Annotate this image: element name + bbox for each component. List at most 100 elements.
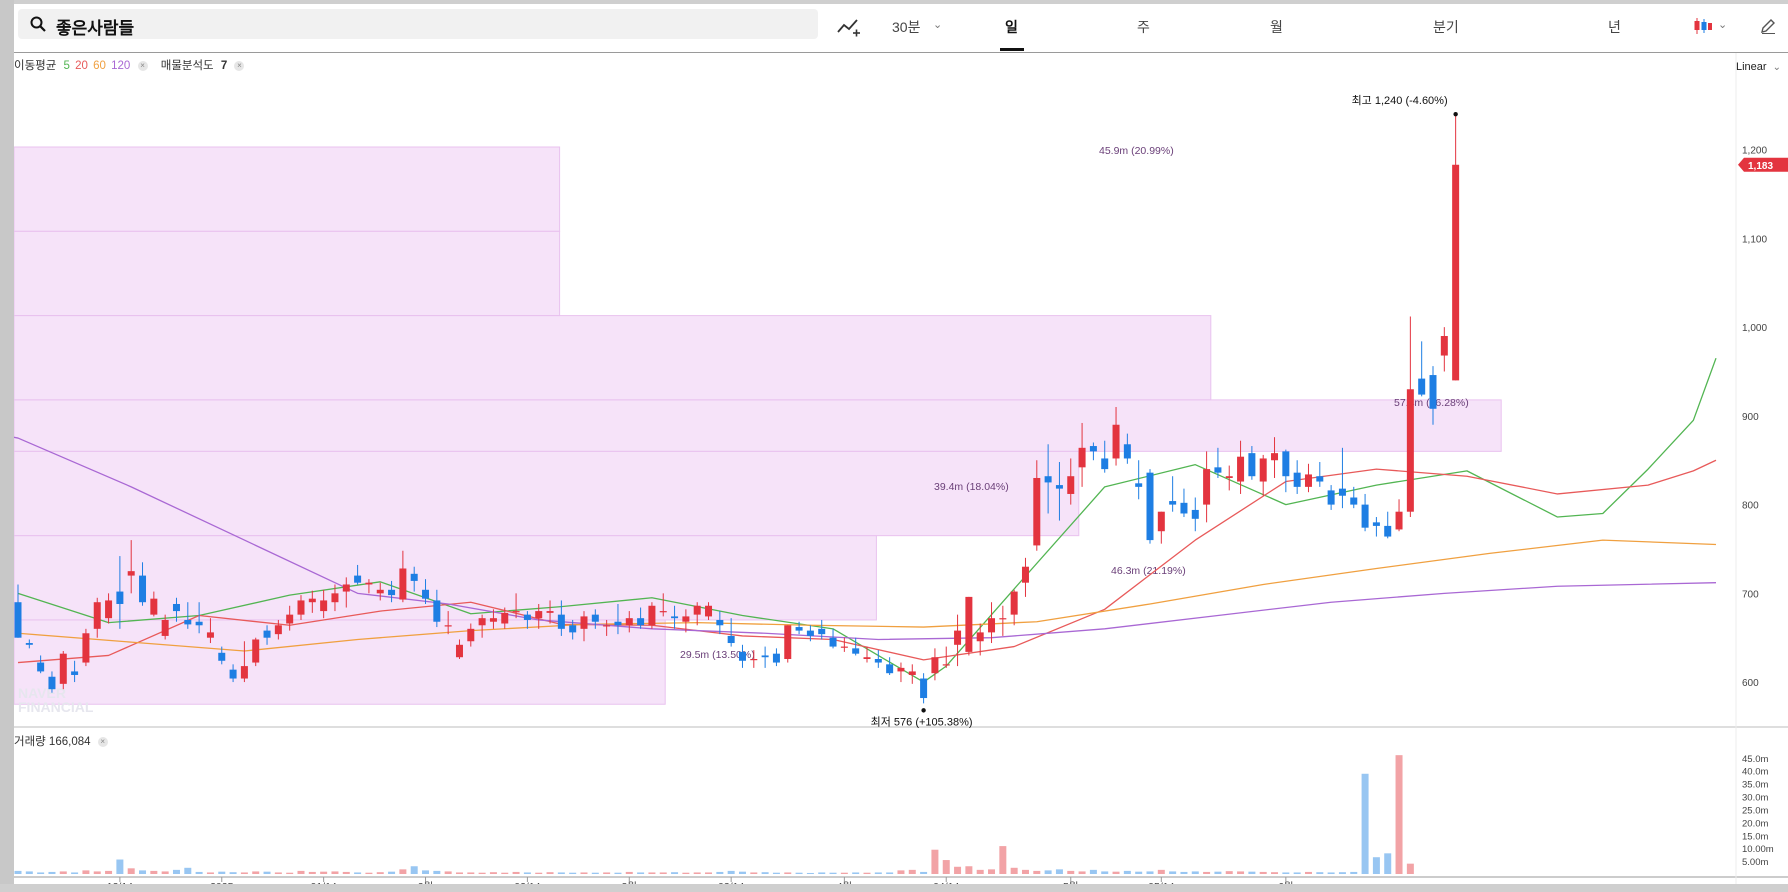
candle [1350, 486, 1358, 509]
candle [263, 625, 271, 645]
candle [274, 619, 282, 640]
candle-body [1395, 511, 1403, 530]
tab-year[interactable]: 년 [1608, 19, 1621, 35]
candle-body [297, 600, 305, 615]
tab-day[interactable]: 일 [1005, 19, 1018, 35]
candle [1157, 511, 1165, 544]
chevron-down-icon[interactable]: ⌄ [933, 19, 943, 31]
candle-body [1169, 501, 1177, 505]
volume-bar [1203, 871, 1211, 874]
volume-bar [976, 869, 984, 874]
candle [965, 596, 973, 656]
candle [1237, 440, 1245, 494]
candle-body [659, 611, 667, 613]
candle-body [478, 618, 486, 626]
volume-bar [965, 866, 973, 874]
volume-profile-label: 29.5m (13.50%) [680, 649, 755, 661]
candle [1055, 462, 1063, 521]
volume-bar [105, 870, 113, 874]
candle-body [1372, 522, 1380, 526]
volume-bar [93, 871, 101, 874]
volume-bar [682, 872, 690, 874]
candle [705, 602, 713, 620]
volume-profile-label: 39.4m (18.04%) [934, 481, 1009, 493]
candle-body [1180, 502, 1188, 514]
candle-body [614, 621, 622, 626]
candle-body [1406, 389, 1414, 512]
current-price-label: 1,183 [1748, 161, 1773, 172]
volume-bar [14, 870, 22, 874]
volume-bar [1395, 755, 1403, 874]
volume-bar [546, 872, 554, 874]
tab-month[interactable]: 월 [1270, 19, 1283, 35]
candle [512, 593, 520, 619]
search-input[interactable]: 좋은사람들 [56, 19, 135, 38]
remove-volume-button[interactable]: × [97, 736, 108, 747]
volume-bar [1214, 871, 1222, 874]
candle [1406, 316, 1414, 518]
candle-body [286, 614, 294, 624]
remove-vp-button[interactable]: × [234, 60, 245, 71]
candle-body [1123, 444, 1131, 459]
volume-bar [897, 870, 905, 874]
volume-bar [908, 869, 916, 874]
candle [738, 644, 746, 668]
candle-style-icon[interactable] [1693, 17, 1713, 35]
remove-ma-button[interactable]: × [137, 60, 148, 71]
ma-line-120 [14, 436, 1717, 641]
candle-body [308, 598, 316, 603]
chart-frame: 45.9m (20.99%)57.4m (26.28%)39.4m (18.04… [14, 4, 1788, 892]
candle-body [625, 618, 633, 626]
volume-bar [659, 872, 667, 874]
volume-bar [444, 871, 452, 874]
volume-bar [1180, 871, 1188, 874]
volume-bar [48, 871, 56, 874]
candle [467, 623, 475, 647]
chevron-down-icon[interactable]: ⌄ [1718, 19, 1728, 31]
pencil-icon[interactable] [1759, 17, 1777, 35]
tab-week[interactable]: 주 [1137, 19, 1150, 35]
candle [614, 603, 622, 635]
candle [71, 660, 79, 683]
volume-bar [331, 871, 339, 874]
ma-period-20: 20 [75, 60, 88, 72]
candle-body [942, 664, 950, 666]
candle-body [354, 575, 362, 583]
search-box[interactable]: 좋은사람들 [18, 9, 818, 39]
candlesticks [14, 114, 1460, 704]
volume-bar [1259, 871, 1267, 874]
volume-bar [648, 872, 656, 874]
search-icon [30, 16, 46, 32]
price-tick-label: 900 [1742, 412, 1759, 423]
candle [1214, 447, 1222, 478]
candle [1304, 463, 1312, 493]
price-chart[interactable]: 45.9m (20.99%)57.4m (26.28%)39.4m (18.04… [14, 4, 1788, 888]
volume-profile-band [14, 619, 666, 705]
candle [59, 651, 67, 690]
volume-bar [931, 849, 939, 874]
volume-bar [772, 872, 780, 874]
volume-bar [1157, 869, 1165, 874]
volume-tick-label: 45.0m [1742, 754, 1768, 765]
volume-bar [218, 871, 226, 874]
ma-period-120: 120 [111, 60, 131, 72]
scale-toggle[interactable]: Linear ⌄ [1736, 61, 1781, 73]
volume-profile-label: 45.9m (20.99%) [1099, 145, 1174, 157]
volume-bar [1282, 872, 1290, 874]
candle-body [886, 664, 894, 674]
candle [1101, 440, 1109, 473]
candle [1316, 462, 1324, 487]
candle [139, 562, 147, 606]
candle [1010, 589, 1018, 626]
price-tick-label: 1,100 [1742, 234, 1767, 245]
candle [206, 618, 214, 644]
candle [116, 556, 124, 629]
tab-quarter[interactable]: 분기 [1433, 19, 1459, 35]
ma-label: 이동평균 [14, 60, 57, 72]
candle-body [557, 614, 565, 629]
interval-dropdown[interactable]: 30분 [892, 19, 921, 35]
volume-bar [206, 872, 214, 874]
chart-type-line-icon[interactable] [836, 16, 862, 38]
candle-body [1225, 476, 1233, 478]
candle [1169, 476, 1177, 512]
